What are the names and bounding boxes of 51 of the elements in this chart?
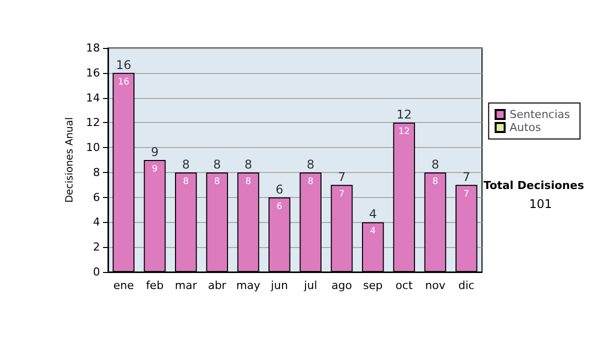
text: 101 — [529, 197, 552, 211]
y-tick-label: 10 — [86, 141, 100, 154]
data-label: 8 — [214, 176, 220, 187]
x-tick-label: oct — [396, 279, 414, 292]
y-tick-label: 12 — [86, 116, 100, 130]
x-tick-label: abr — [208, 279, 227, 292]
x-tick-label: feb — [146, 279, 164, 292]
x-tick-label: ago — [332, 279, 352, 292]
total-label: 8 — [306, 157, 314, 172]
data-label: 8 — [245, 176, 252, 187]
y-tick-label: 6 — [93, 190, 100, 204]
data-label: 9 — [152, 164, 158, 174]
y-tick-label: 14 — [86, 91, 100, 104]
x-tick-label: nov — [425, 279, 446, 292]
total-label: 12 — [396, 108, 412, 122]
text: Total Decisiones — [484, 179, 584, 192]
data-label: 16 — [118, 77, 130, 88]
total-label: 8 — [431, 157, 440, 172]
data-label: 8 — [183, 176, 190, 187]
data-label: 8 — [432, 176, 438, 187]
data-label: 7 — [338, 189, 345, 200]
data-label: 12 — [398, 127, 410, 138]
total-label: 8 — [213, 157, 221, 172]
legend-label: Autos — [510, 121, 542, 134]
legend-label: Sentencias — [510, 108, 570, 121]
data-label: 4 — [370, 226, 376, 237]
x-tick-label: jun — [270, 279, 288, 292]
y-tick-label: 8 — [93, 166, 100, 179]
x-tick-label: ene — [113, 279, 134, 292]
total-label: 7 — [462, 170, 470, 184]
y-tick-label: 0 — [93, 266, 100, 278]
total-label: 8 — [182, 157, 190, 172]
y-tick-label: 4 — [93, 216, 100, 229]
total-label: 7 — [338, 170, 346, 184]
data-label: 7 — [464, 189, 470, 200]
x-tick-label: may — [236, 279, 261, 292]
total-label: 6 — [276, 182, 284, 196]
total-label: 8 — [244, 157, 252, 172]
x-tick-label: jul — [303, 279, 318, 292]
total-label: 4 — [369, 207, 377, 222]
x-tick-label: sep — [363, 279, 383, 292]
data-label: 8 — [308, 176, 314, 187]
y-tick-label: 16 — [86, 66, 100, 80]
y-tick-label: 18 — [86, 42, 100, 54]
total-label: 16 — [116, 58, 132, 72]
y-tick-label: 2 — [93, 240, 100, 254]
total-label: 9 — [150, 145, 159, 159]
data-label: 6 — [276, 202, 283, 212]
x-tick-label: mar — [174, 279, 198, 292]
x-tick-label: dic — [458, 279, 474, 292]
y-axis-title: Decisiones Anual — [64, 117, 76, 203]
